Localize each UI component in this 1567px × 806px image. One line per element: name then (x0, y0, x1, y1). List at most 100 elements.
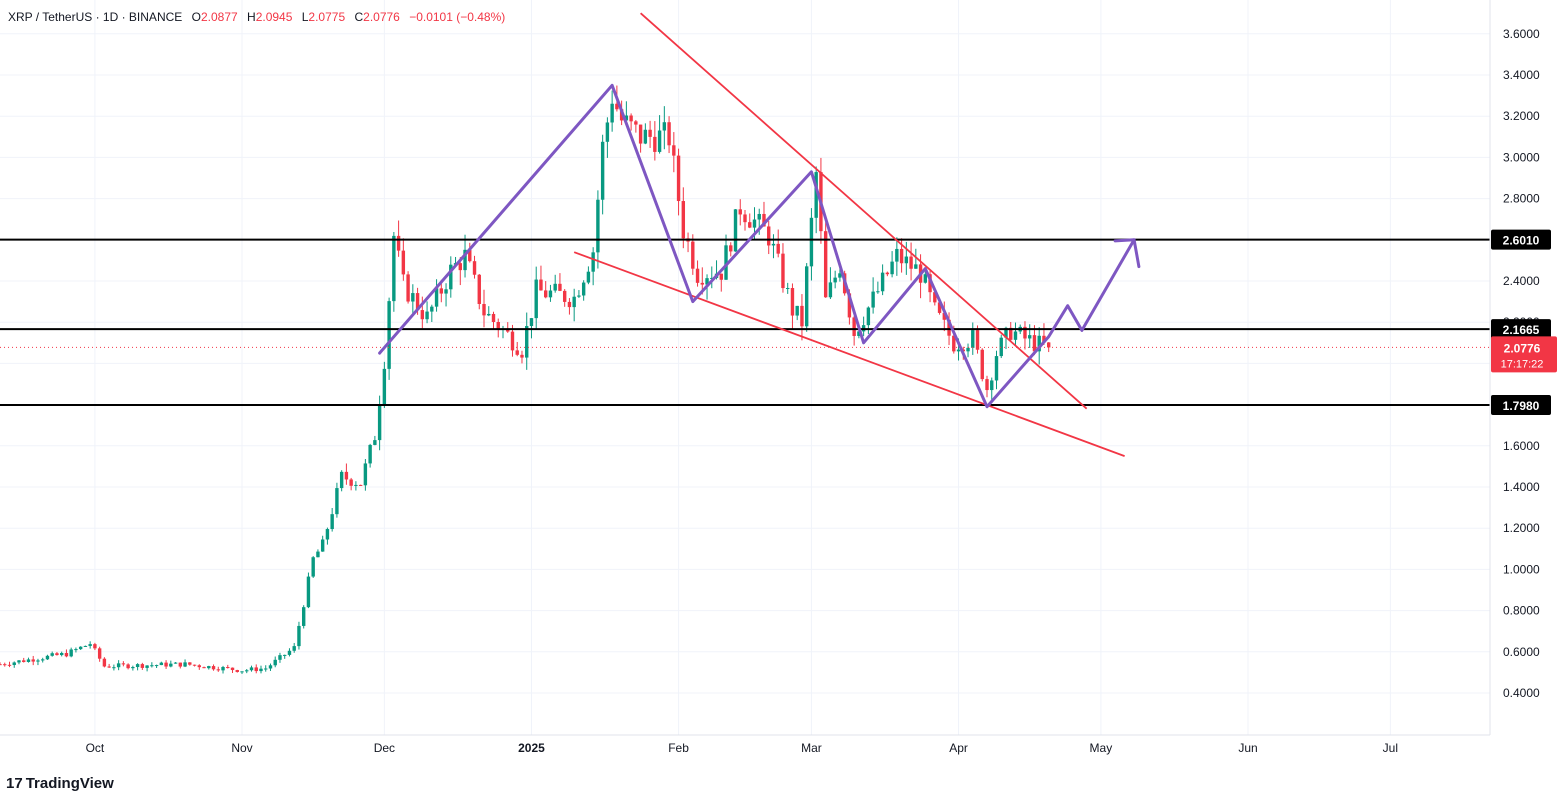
candle-body (240, 671, 244, 673)
wave-projection-path (378, 83, 1141, 409)
level-price-tag (1491, 319, 1551, 340)
candle-body (634, 121, 638, 125)
candle-body (762, 213, 766, 227)
candle-body (74, 649, 78, 651)
candle-body (425, 311, 429, 320)
candle-body (809, 217, 814, 267)
candle-body (283, 654, 287, 656)
candle-body (420, 310, 425, 320)
candle-body (729, 245, 733, 252)
candle-body (78, 646, 83, 650)
candle-body (131, 667, 135, 669)
y-tick-label: 2.8000 (1503, 192, 1540, 206)
candle-body (909, 256, 913, 269)
candle-body (638, 124, 643, 144)
grid-layer (0, 0, 1490, 735)
candle-body (710, 277, 714, 279)
candle-body (757, 213, 761, 220)
candle-body (990, 380, 994, 391)
candle-body (216, 669, 220, 671)
candle-body (373, 440, 377, 445)
candle-body (235, 670, 239, 672)
candle-body (1023, 326, 1027, 339)
candles-layer (0, 85, 1051, 674)
candle-body (354, 484, 358, 486)
candle-body (558, 283, 562, 291)
y-tick-label: 0.4000 (1503, 686, 1540, 700)
candle-body (0, 664, 2, 666)
candle-body (562, 290, 567, 302)
candle-body (245, 670, 249, 672)
candle-body (382, 368, 387, 405)
candle-body (1046, 342, 1051, 348)
candle-body (804, 266, 809, 327)
y-tick-label: 3.4000 (1503, 68, 1540, 82)
open-value: 2.0877 (200, 10, 238, 24)
candle-body (657, 130, 662, 152)
candle-body (952, 335, 956, 352)
candle-body (1028, 335, 1032, 339)
candle-body (17, 660, 21, 663)
candle-body (363, 463, 368, 486)
candle-body (1037, 335, 1041, 352)
candle-body (88, 644, 92, 646)
candle-body (116, 663, 121, 668)
x-tick-label: 2025 (518, 741, 545, 755)
candle-body (472, 261, 477, 275)
candle-body (491, 313, 496, 322)
candle-body (567, 301, 572, 308)
candle-body (415, 293, 420, 311)
candle-body (933, 292, 937, 303)
candle-body (211, 666, 216, 670)
candle-body (226, 667, 230, 669)
candle-body (852, 317, 856, 336)
high-label: H (247, 10, 256, 24)
candle-body (387, 301, 391, 369)
symbol-label[interactable]: XRP / TetherUS · 1D · BINANCE (8, 10, 183, 24)
candle-body (691, 241, 695, 269)
candle-body (1013, 331, 1018, 340)
x-tick-label: Dec (374, 741, 395, 755)
candle-body (615, 103, 619, 110)
level-price-tag (1491, 395, 1551, 416)
candle-body (605, 122, 610, 142)
candle-body (12, 662, 16, 666)
candle-body (64, 652, 69, 657)
candle-body (192, 664, 197, 666)
brand-label: TradingView (25, 775, 114, 792)
level-price-label: 2.1665 (1503, 323, 1540, 337)
candle-body (738, 209, 742, 215)
candle-body (264, 668, 268, 670)
y-tick-label: 3.0000 (1503, 150, 1540, 164)
candle-body (259, 668, 263, 672)
candle-body (31, 659, 35, 662)
candle-body (610, 103, 614, 123)
candle-body (430, 306, 434, 312)
candle-body (368, 444, 372, 464)
tradingview-logo[interactable]: 17 TradingView (6, 775, 114, 792)
candle-body (705, 278, 709, 285)
candle-body (188, 662, 192, 665)
candle-body (548, 290, 553, 298)
candle-body (173, 662, 178, 664)
candle-body (980, 349, 984, 380)
candle-body (800, 305, 804, 327)
candle-body (653, 136, 657, 152)
y-tick-label: 1.0000 (1503, 562, 1540, 576)
y-tick-label: 3.6000 (1503, 27, 1540, 41)
candle-body (411, 293, 415, 302)
candle-body (866, 307, 871, 326)
level-price-label: 1.7980 (1503, 399, 1540, 413)
candle-body (942, 312, 946, 320)
current-price-tag (1491, 336, 1557, 373)
candle-body (349, 479, 353, 486)
current-price-label: 2.0776 (1504, 341, 1541, 355)
trendline-lower (573, 251, 1125, 457)
candle-body (487, 313, 491, 316)
candle-body (396, 235, 401, 251)
x-tick-label: Feb (668, 741, 689, 755)
candle-body (956, 349, 961, 352)
